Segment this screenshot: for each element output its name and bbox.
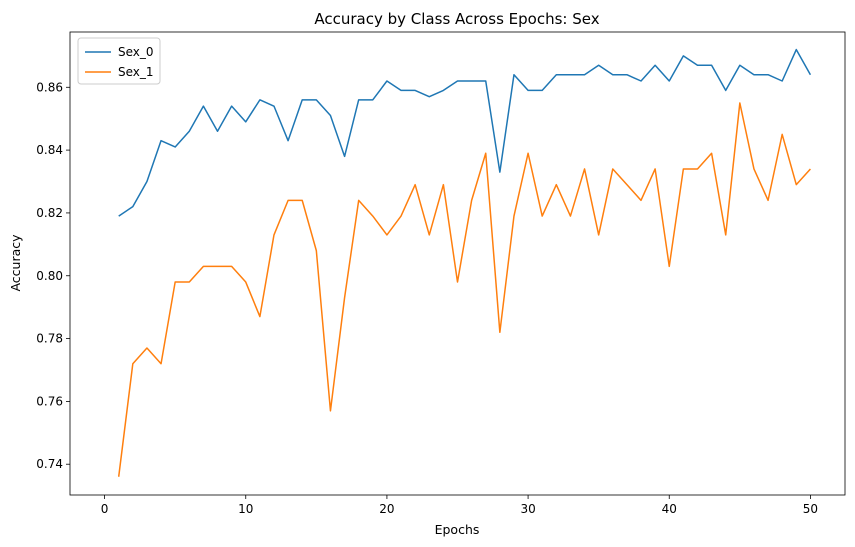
y-axis-label: Accuracy bbox=[8, 234, 23, 292]
y-tick-label: 0.74 bbox=[36, 457, 63, 471]
x-tick-label: 10 bbox=[238, 502, 253, 516]
x-tick-label: 30 bbox=[520, 502, 535, 516]
x-tick-label: 20 bbox=[379, 502, 394, 516]
plot-frame bbox=[69, 31, 846, 496]
legend-label: Sex_0 bbox=[118, 45, 154, 59]
y-axis-ticks: 0.74 0.76 0.78 0.80 0.82 0.84 0.86 bbox=[36, 80, 70, 471]
x-tick-label: 0 bbox=[101, 502, 109, 516]
chart-title: Accuracy by Class Across Epochs: Sex bbox=[314, 10, 599, 28]
series-line-sex-1 bbox=[117, 102, 811, 477]
y-tick-label: 0.78 bbox=[36, 332, 63, 346]
y-tick-label: 0.76 bbox=[36, 394, 63, 408]
y-tick-label: 0.82 bbox=[36, 206, 63, 220]
y-tick-label: 0.80 bbox=[36, 269, 63, 283]
series-layer bbox=[117, 48, 812, 477]
series-line-sex-0 bbox=[118, 48, 812, 217]
x-tick-label: 50 bbox=[803, 502, 818, 516]
y-tick-label: 0.84 bbox=[36, 143, 63, 157]
x-axis-ticks: 0 10 20 30 40 50 bbox=[101, 495, 818, 516]
legend-label: Sex_1 bbox=[118, 65, 154, 79]
x-axis-label: Epochs bbox=[435, 522, 480, 537]
x-tick-label: 40 bbox=[662, 502, 677, 516]
legend: Sex_0 Sex_1 bbox=[77, 37, 161, 85]
y-tick-label: 0.86 bbox=[36, 80, 63, 94]
